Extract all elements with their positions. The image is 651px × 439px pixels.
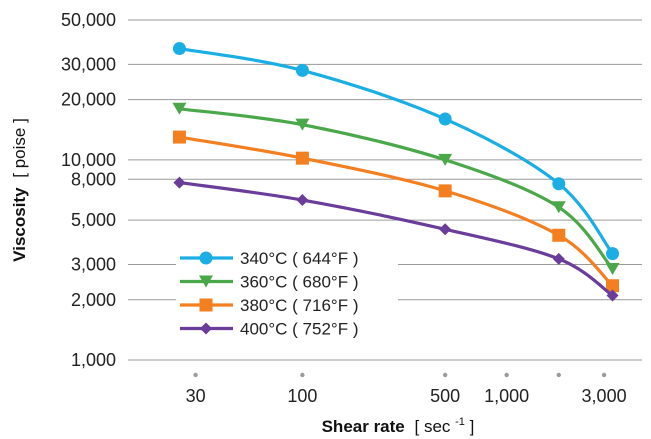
y-tick-label-2000: 2,000	[71, 290, 116, 310]
data-point-s3-1	[172, 130, 186, 144]
legend: 340°C ( 644°F ) 360°C ( 680°F ) 380°C ( 71…	[176, 248, 398, 350]
y-tick-label-10000: 10,000	[61, 150, 116, 170]
x-tick-dot-30	[193, 372, 198, 378]
data-point-s1-4	[552, 177, 566, 191]
y-axis-title: Viscosity [ poise ]	[10, 118, 29, 262]
x-axis-unit-open: [ sec	[415, 417, 451, 436]
data-point-s4-3	[439, 223, 452, 236]
x-tick-dot-500	[442, 372, 448, 378]
y-tick-label-30000: 30,000	[61, 54, 116, 74]
x-tick-dot-3000	[601, 372, 607, 378]
legend-background	[176, 248, 398, 350]
series-400-c-752-f	[173, 176, 619, 302]
data-point-s3-3	[438, 184, 452, 198]
y-tick-label-1000: 1,000	[71, 350, 116, 370]
series-340-c-644-f	[172, 42, 620, 261]
data-point-s1-1	[172, 42, 186, 56]
x-tick-label-30: 30	[186, 386, 206, 406]
x-tick-label-1000: 1,000	[484, 386, 529, 406]
y-axis-unit: [ poise ]	[10, 118, 29, 178]
y-tick-label-5000: 5,000	[71, 210, 116, 230]
x-axis-unit-sup: -1	[455, 416, 465, 428]
data-point-s2-4	[551, 201, 566, 214]
legend-marker-2	[199, 275, 213, 288]
legend-item-3: 380°C ( 716°F )	[180, 296, 358, 315]
data-point-s3-5	[606, 279, 620, 293]
legend-label-1: 340°C ( 644°F )	[240, 249, 358, 268]
series-line-4	[177, 180, 615, 298]
y-tick-label-20000: 20,000	[61, 90, 116, 110]
data-point-s4-5	[606, 289, 619, 302]
series-380-c-716-f	[172, 130, 620, 293]
data-point-s2-5	[605, 262, 620, 275]
data-point-s3-4	[552, 228, 566, 242]
x-tick-label-3000: 3,000	[582, 386, 627, 406]
series-line-2	[177, 107, 615, 271]
data-point-s2-1	[172, 102, 187, 115]
x-tick-dot-100	[300, 372, 305, 378]
y-axis-title-main: Viscosity	[10, 187, 29, 262]
x-axis-ticks: 30 100 500 1,000 3,000	[186, 372, 627, 406]
legend-item-1: 340°C ( 644°F )	[180, 249, 358, 268]
x-tick-label-500: 500	[430, 386, 460, 406]
legend-marker-1	[199, 251, 213, 265]
series-line-3	[177, 135, 615, 288]
data-point-s2-3	[438, 153, 453, 166]
legend-marker-4	[200, 322, 212, 335]
legend-label-3: 380°C ( 716°F )	[240, 296, 358, 315]
series-lines	[172, 42, 620, 302]
x-tick-dot-1800	[556, 372, 561, 378]
data-point-s4-4	[552, 252, 565, 265]
data-point-s2-2	[295, 118, 310, 131]
data-point-s1-3	[438, 112, 452, 126]
x-tick-dot-1000	[504, 372, 509, 378]
series-360-c-680-f	[172, 102, 620, 275]
series-line-1	[177, 46, 615, 256]
data-point-s3-2	[295, 151, 309, 165]
legend-marker-3	[199, 298, 213, 312]
data-point-s4-1	[173, 176, 186, 189]
x-axis-title: Shear rate [ sec -1 ]	[322, 410, 475, 436]
legend-label-2: 360°C ( 680°F )	[240, 273, 358, 292]
y-tick-label-8000: 8,000	[71, 169, 116, 189]
data-point-s1-5	[606, 247, 620, 261]
data-point-s1-2	[295, 63, 309, 77]
legend-item-2: 360°C ( 680°F )	[180, 273, 358, 292]
y-tick-label-3000: 3,000	[71, 255, 116, 275]
legend-item-4: 400°C ( 752°F )	[180, 320, 358, 339]
data-point-s4-2	[296, 194, 309, 207]
x-axis-title-main: Shear rate	[322, 417, 405, 436]
x-tick-label-100: 100	[287, 386, 317, 406]
legend-label-4: 400°C ( 752°F )	[240, 320, 358, 339]
x-axis-unit-close: ]	[470, 417, 475, 436]
y-tick-label-50000: 50,000	[61, 10, 116, 30]
